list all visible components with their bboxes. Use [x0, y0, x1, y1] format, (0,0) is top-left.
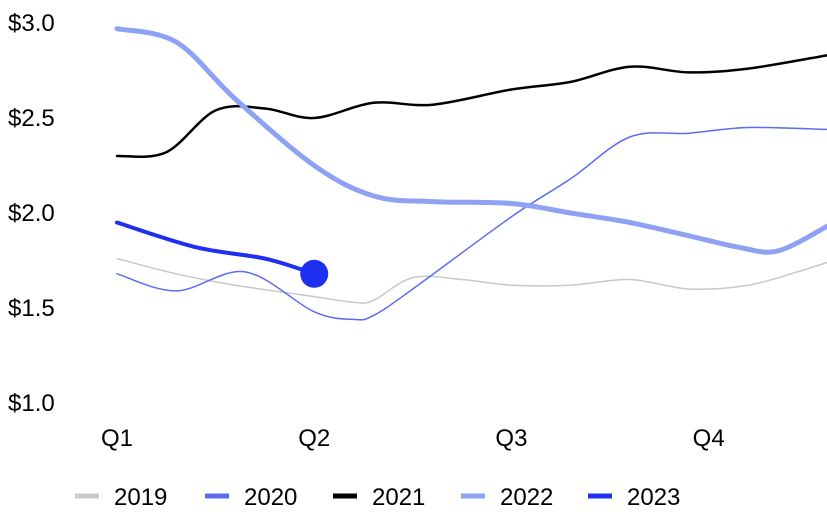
- series-end-marker-2023: [300, 259, 329, 288]
- y-axis-ticks: $1.0 $1.5 $2.0 $2.5 $3.0: [8, 10, 55, 417]
- y-tick-label: $2.0: [8, 200, 55, 227]
- y-tick-label: $1.0: [8, 390, 55, 417]
- legend-label-2022: 2022: [500, 484, 553, 509]
- y-tick-label: $2.5: [8, 105, 55, 132]
- series-line-2022: [114, 26, 827, 255]
- legend: 2019 2020 2021 2022 2023: [75, 484, 680, 511]
- legend-label-2023: 2023: [627, 484, 680, 509]
- x-axis-ticks: Q1 Q2 Q3 Q4: [101, 425, 725, 452]
- series-lines: [114, 26, 827, 321]
- x-tick-label: Q2: [298, 425, 330, 452]
- x-tick-label: Q3: [495, 425, 527, 452]
- x-tick-label: Q1: [101, 425, 133, 452]
- legend-label-2021: 2021: [372, 484, 425, 509]
- legend-label-2019: 2019: [114, 484, 167, 509]
- y-tick-label: $3.0: [8, 10, 55, 37]
- legend-label-2020: 2020: [244, 484, 297, 509]
- y-tick-label: $1.5: [8, 295, 55, 322]
- x-tick-label: Q4: [693, 425, 725, 452]
- series-line-2021: [115, 54, 827, 158]
- series-line-2020: [116, 126, 827, 321]
- series-line-2023: [115, 220, 317, 276]
- series-line-2019: [116, 257, 827, 304]
